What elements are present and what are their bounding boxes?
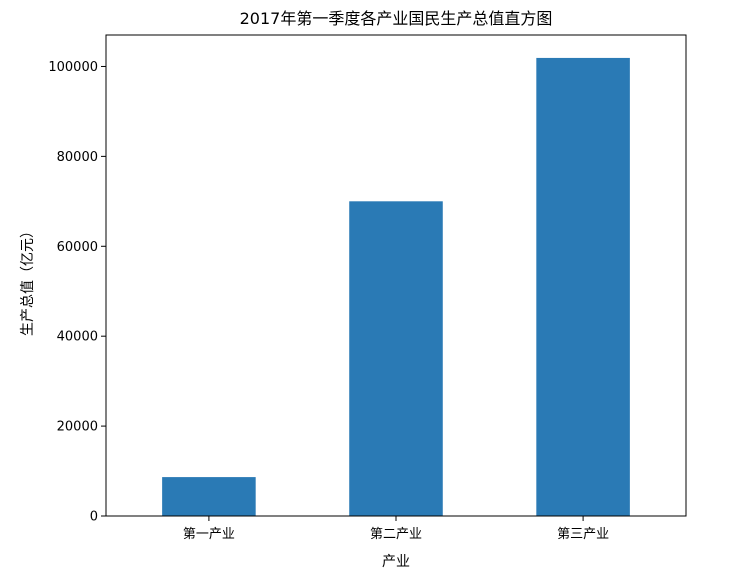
plot-frame — [105, 34, 687, 517]
y-tick-label: 60000 — [57, 240, 98, 255]
y-axis-title: 生产总值（亿元） — [20, 224, 36, 336]
x-tick-label: 第三产业 — [557, 527, 609, 542]
y-tick-label: 40000 — [57, 330, 98, 345]
y-tick-label: 80000 — [57, 150, 98, 165]
x-tick-label: 第一产业 — [183, 527, 235, 542]
y-tick-label: 0 — [90, 510, 98, 525]
y-axis: 0 20000 40000 60000 80000 100000 — [48, 60, 106, 525]
y-tick-label: 100000 — [48, 60, 98, 75]
bar-3 — [536, 57, 630, 516]
bars-group — [162, 57, 630, 516]
x-axis-title: 产业 — [382, 554, 410, 570]
bar-1 — [162, 477, 256, 516]
y-tick-label: 20000 — [57, 420, 98, 435]
x-axis: 第一产业 第二产业 第三产业 — [183, 516, 609, 542]
chart-title: 2017年第一季度各产业国民生产总值直方图 — [240, 9, 553, 28]
bar-2 — [349, 201, 443, 516]
x-tick-label: 第二产业 — [370, 527, 422, 542]
